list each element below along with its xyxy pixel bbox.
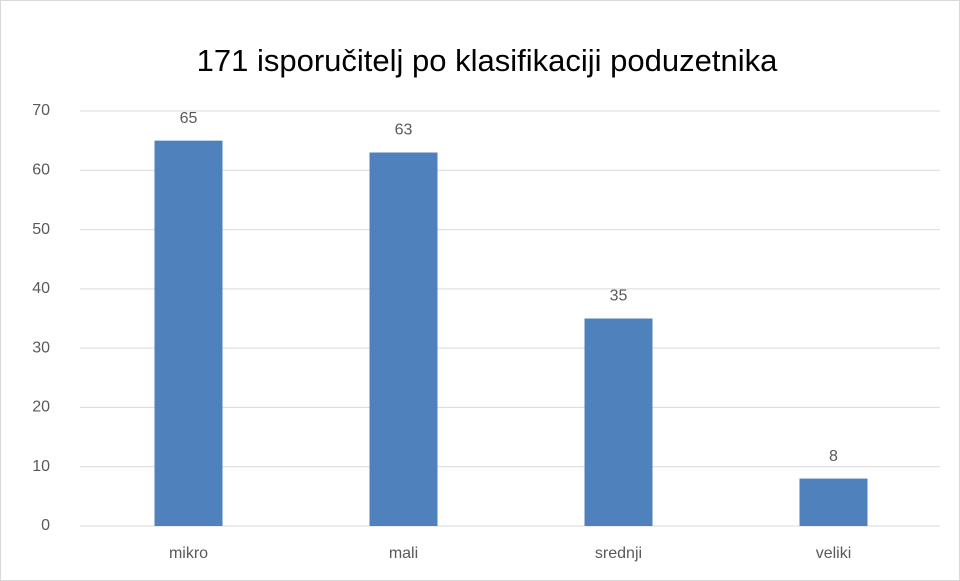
bar xyxy=(799,478,868,526)
y-tick-label: 0 xyxy=(41,517,50,534)
bar xyxy=(369,152,438,526)
bar xyxy=(154,140,223,526)
y-tick-label: 40 xyxy=(32,280,50,297)
data-label: 35 xyxy=(610,288,628,305)
data-label: 63 xyxy=(395,122,413,139)
y-tick-label: 70 xyxy=(32,102,50,119)
data-label: 8 xyxy=(829,448,838,465)
chart-title: 171 isporučitelj po klasifikaciji poduze… xyxy=(197,43,778,78)
x-tick-label: mali xyxy=(389,545,418,562)
data-label: 65 xyxy=(180,110,198,127)
bar xyxy=(584,318,653,526)
y-tick-label: 30 xyxy=(32,339,50,356)
y-tick-label: 50 xyxy=(32,221,50,238)
x-tick-label: veliki xyxy=(816,545,852,562)
y-tick-label: 10 xyxy=(32,458,50,475)
x-tick-label: srednji xyxy=(595,545,642,562)
y-tick-label: 60 xyxy=(32,162,50,179)
y-tick-label: 20 xyxy=(32,399,50,416)
x-tick-label: mikro xyxy=(169,545,208,562)
